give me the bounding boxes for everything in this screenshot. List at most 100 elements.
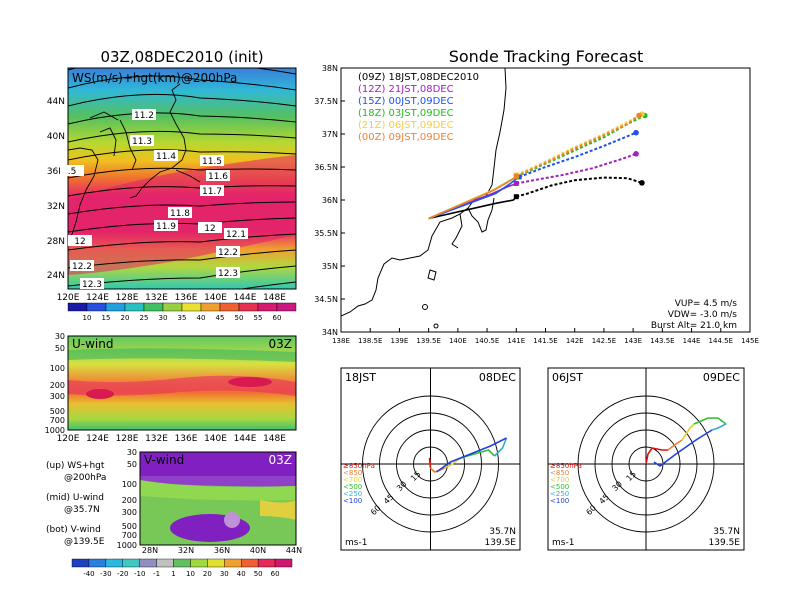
track-lat-label: 36.5N xyxy=(314,163,338,172)
map-lat-label: 32N xyxy=(47,202,65,212)
track-lon-label: 142E xyxy=(566,337,584,345)
track-param: VUP= 4.5 m/s xyxy=(675,299,738,309)
wind-colorbar-swatch xyxy=(156,558,174,568)
contour-label: 11.8 xyxy=(170,209,190,219)
track-descent-line xyxy=(518,131,637,178)
track-lat-labels: 38N 37.5N 37N 36.5N 36N 35.5N 35N 34.5N 34N xyxy=(314,64,345,337)
track-lat-label: 34.5N xyxy=(314,295,338,304)
hodograph-level-label: <100 xyxy=(550,497,569,505)
track-descent-line xyxy=(515,114,640,178)
hodograph-level-label: <700 xyxy=(550,476,569,484)
contour-label: 11.7 xyxy=(202,187,222,197)
wind-colorbar-label: 40 xyxy=(237,570,246,578)
contour-label: 11.6 xyxy=(208,172,228,182)
hodograph-curve xyxy=(693,417,727,425)
hodograph-date: 08DEC xyxy=(479,371,516,384)
track-landing-point xyxy=(633,129,639,136)
u-wind-upper-band xyxy=(68,348,296,362)
u-wind-lon-label: 144E xyxy=(234,434,257,444)
wind-colorbar-label: 30 xyxy=(220,570,229,578)
wind-colorbar-swatch xyxy=(173,558,191,568)
track-lat-label: 37.5N xyxy=(314,97,338,106)
hodograph-time: 18JST xyxy=(345,371,376,384)
hodograph-loc1: 35.7N xyxy=(489,527,516,537)
honshu-coastline xyxy=(341,68,507,317)
track-lat-label: 35N xyxy=(322,262,338,271)
track-landing-point xyxy=(636,112,642,119)
v-wind-upper-green xyxy=(140,480,296,501)
v-wind-pressure-label: 300 xyxy=(122,508,137,517)
ws-colorbar-label: 60 xyxy=(273,314,282,322)
track-lat-label: 35.5N xyxy=(314,229,338,238)
ws-colorbar-label: 40 xyxy=(197,314,206,322)
ws-colorbar-swatch xyxy=(200,302,221,312)
hodograph-18jst: 18JST 08DEC15304560≥850hPa<850<700<500<25… xyxy=(340,367,521,551)
track-legend: (09Z) 18JST,08DEC2010(12Z) 21JST,08DEC(1… xyxy=(358,72,479,143)
wind-colorbar-swatch xyxy=(122,558,140,568)
ws-colorbar-label: 35 xyxy=(178,314,187,322)
height-contour xyxy=(68,149,296,161)
v-wind-lat-label: 44N xyxy=(286,546,302,555)
hodograph-curve xyxy=(428,457,432,469)
hodograph-level-label: <850 xyxy=(343,469,362,477)
tokyo-bay xyxy=(451,213,463,249)
track-param: VDW= -3.0 m/s xyxy=(668,310,738,320)
track-lon-label: 139.5E xyxy=(416,337,440,345)
height-contour xyxy=(68,68,296,75)
track-descent-line xyxy=(515,113,643,176)
v-wind-lat-label: 36N xyxy=(214,546,230,555)
hodograph-level-label: <250 xyxy=(550,490,569,498)
korea-china-coastline xyxy=(68,127,117,241)
contour-label: 11.5 xyxy=(202,157,222,167)
v-wind-pressure-label: 30 xyxy=(127,448,137,457)
height-contour xyxy=(68,112,296,125)
wind-colorbar-label: 60 xyxy=(271,570,280,578)
u-wind-time: 03Z xyxy=(269,337,293,351)
u-wind-pressure-label: 500 xyxy=(50,407,65,416)
wind-colorbar-swatch xyxy=(139,558,157,568)
u-wind-lon-label: 136E xyxy=(175,434,198,444)
wind-colorbar-swatch xyxy=(274,558,293,568)
hodograph-curve xyxy=(667,439,683,451)
contour-label: 12.3 xyxy=(218,269,238,279)
panel-legend-line: (bot) V-wind xyxy=(46,525,101,535)
v-wind-pressure-label: 500 xyxy=(122,522,137,531)
track-param: Burst Alt= 21.0 km xyxy=(651,321,737,331)
ws-colorbar: 10 15 20 25 30 35 40 45 50 55 60 xyxy=(67,302,297,322)
hodograph-curve xyxy=(653,429,713,467)
ws-colorbar-swatch xyxy=(143,302,164,312)
u-wind-lon-label: 128E xyxy=(116,434,139,444)
v-wind-label: V-wind xyxy=(144,453,184,467)
u-wind-lon-label: 140E xyxy=(204,434,227,444)
track-legend-entry: (21Z) 06JST,09DEC xyxy=(358,120,454,131)
hodograph-loc2: 139.5E xyxy=(485,538,517,548)
wind-colorbar-swatch xyxy=(224,558,242,568)
hodograph-level-label: ≥850hPa xyxy=(550,462,582,470)
ws-colorbar-label: 30 xyxy=(159,314,168,322)
height-contour xyxy=(68,233,296,251)
contour-label-bg xyxy=(216,267,240,278)
ws-colorbar-swatch xyxy=(105,302,126,312)
contour-label-bg xyxy=(168,207,192,218)
height-contour xyxy=(68,249,296,269)
wind-colorbar-label: -30 xyxy=(100,570,111,578)
contour-label: 11.9 xyxy=(156,222,176,232)
contour-label-bg xyxy=(206,170,230,181)
wind-colorbar: -40 -30 -20 -10 -1 1 10 20 30 40 50 60 xyxy=(71,558,293,578)
track-lon-labels: 138E 138.5E 139E 139.5E 140E 140.5E 141E 141.5E… xyxy=(332,328,759,345)
track-lon-label: 141E xyxy=(507,337,525,345)
height-contour xyxy=(68,167,296,179)
right-title: Sonde Tracking Forecast xyxy=(449,47,644,66)
contour-label-bg xyxy=(216,246,240,257)
u-wind-lon-label: 132E xyxy=(145,434,168,444)
hodograph-curve xyxy=(645,447,668,465)
track-lon-label: 143E xyxy=(624,337,642,345)
hodograph-time: 06JST xyxy=(552,371,583,384)
map-lon-label: 132E xyxy=(145,293,168,303)
u-wind-pressure-label: 700 xyxy=(50,416,65,425)
v-wind-pressure-label: 100 xyxy=(122,480,137,489)
track-lon-label: 144.5E xyxy=(709,337,733,345)
ws-colorbar-swatch xyxy=(257,302,278,312)
map-lat-label: 40N xyxy=(47,132,65,142)
